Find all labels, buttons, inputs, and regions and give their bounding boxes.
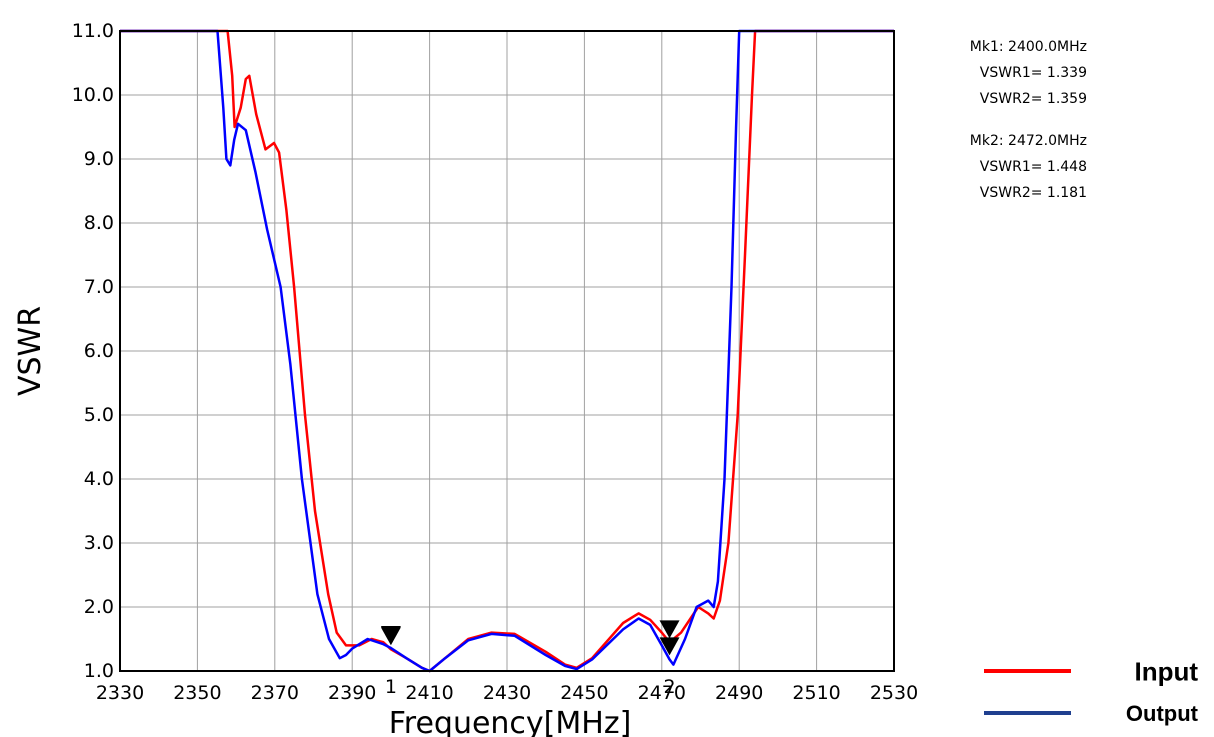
marker-triangle [380,626,401,645]
series-line-output [120,29,894,673]
x-tick-label: 2390 [328,682,376,704]
x-tick-label: 2430 [483,682,531,704]
marker-readout-line: VSWR2= 1.181 [980,185,1087,201]
marker-label: 2 [663,676,675,698]
marker-triangle [659,620,680,639]
x-tick-labels: 2330 2350 2370 2390 2410 2430 2450 2470 2490 2510… [96,682,918,704]
legend-label-output: Output [1126,701,1199,726]
y-tick-label: 8.0 [84,212,114,234]
x-tick-label: 2350 [173,682,221,704]
plot-frame [119,30,895,672]
marker-readout-line: VSWR1= 1.448 [980,159,1087,175]
x-tick-label: 2330 [96,682,144,704]
legend-label-input: Input [1134,656,1198,686]
marker-readout-line: Mk1: 2400.0MHz [970,39,1087,55]
y-tick-labels: 1.0 2.0 3.0 4.0 5.0 6.0 7.0 8.0 9.0 10.0 11.0 [72,20,114,682]
y-tick-label: 3.0 [84,532,114,554]
marker-readouts: Mk1: 2400.0MHz VSWR1= 1.339 VSWR2= 1.359 Mk… [970,39,1087,201]
marker-triangle [659,637,680,656]
y-tick-label: 6.0 [84,340,114,362]
y-axis-title: VSWR [13,306,48,396]
marker-readout-line: Mk2: 2472.0MHz [970,133,1087,149]
y-tick-label: 9.0 [84,148,114,170]
x-tick-label: 2410 [405,682,453,704]
x-tick-label: 2490 [715,682,763,704]
y-tick-label: 4.0 [84,468,114,490]
y-tick-label: 1.0 [84,660,114,682]
y-tick-label: 11.0 [72,20,114,42]
marker-readout-line: VSWR1= 1.339 [980,65,1087,81]
y-tick-label: 10.0 [72,84,114,106]
marker-label: 1 [385,676,397,698]
y-tick-label: 5.0 [84,404,114,426]
x-tick-label: 2450 [560,682,608,704]
y-tick-label: 7.0 [84,276,114,298]
x-tick-label: 2530 [870,682,918,704]
x-tick-label: 2370 [251,682,299,704]
x-tick-label: 2470 [638,682,686,704]
y-tick-label: 2.0 [84,596,114,618]
marker-readout-line: VSWR2= 1.359 [980,91,1087,107]
legend: Input Output [984,656,1199,726]
x-tick-label: 2510 [792,682,840,704]
x-axis-title: Frequency[MHz] [389,706,632,737]
